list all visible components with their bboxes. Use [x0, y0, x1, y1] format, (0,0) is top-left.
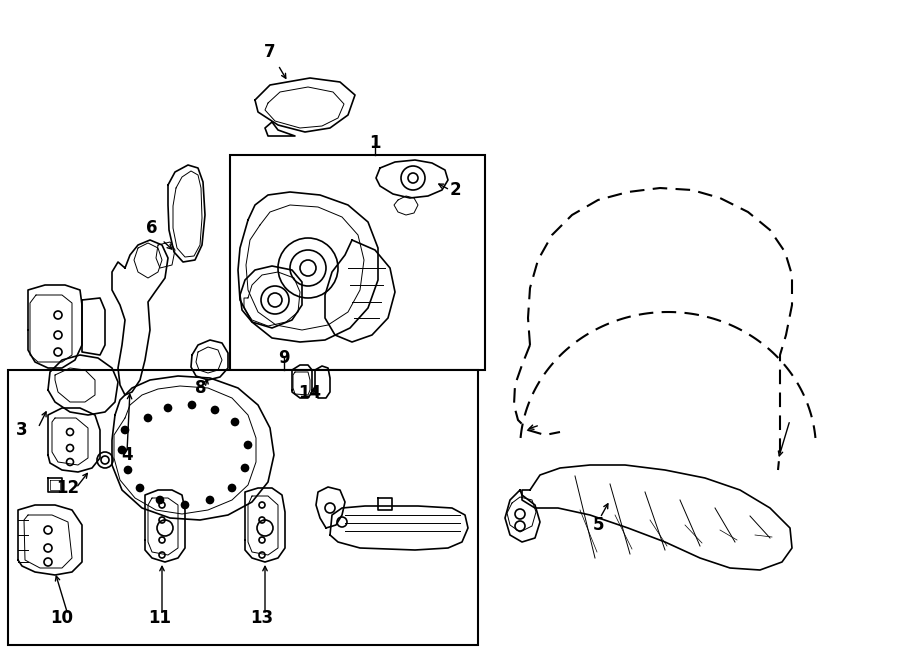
- Text: 8: 8: [195, 379, 207, 397]
- Circle shape: [122, 426, 129, 434]
- Text: 11: 11: [148, 609, 172, 627]
- Text: 10: 10: [50, 609, 74, 627]
- Text: 4: 4: [122, 446, 133, 464]
- Circle shape: [165, 405, 172, 412]
- Bar: [8, 370, 478, 645]
- Text: 9: 9: [278, 349, 290, 367]
- Circle shape: [124, 467, 131, 473]
- Text: 5: 5: [592, 516, 604, 534]
- Circle shape: [119, 446, 125, 453]
- Text: 1: 1: [369, 134, 381, 152]
- Circle shape: [206, 496, 213, 504]
- Circle shape: [182, 502, 188, 508]
- Bar: [230, 155, 485, 370]
- Circle shape: [231, 418, 239, 426]
- Text: 14: 14: [299, 384, 321, 402]
- Circle shape: [157, 496, 164, 504]
- Text: 7: 7: [265, 43, 275, 61]
- Text: 2: 2: [449, 181, 461, 199]
- Circle shape: [188, 401, 195, 408]
- Circle shape: [245, 442, 251, 449]
- Circle shape: [229, 485, 236, 492]
- Text: 3: 3: [16, 421, 28, 439]
- Text: 12: 12: [57, 479, 79, 497]
- Circle shape: [137, 485, 143, 492]
- Text: 13: 13: [250, 609, 274, 627]
- Circle shape: [145, 414, 151, 422]
- Circle shape: [241, 465, 248, 471]
- Circle shape: [212, 407, 219, 414]
- Text: 6: 6: [146, 219, 158, 237]
